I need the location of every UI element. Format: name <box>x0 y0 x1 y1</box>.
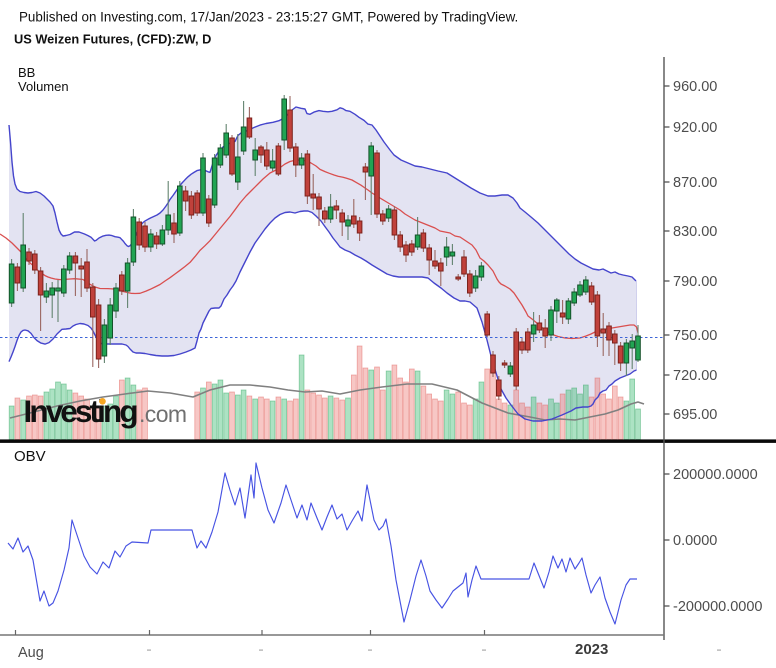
svg-text:Investing: Investing <box>24 393 138 429</box>
svg-text:.com: .com <box>139 401 186 427</box>
svg-text:720.00: 720.00 <box>673 368 717 384</box>
svg-text:920.00: 920.00 <box>673 120 717 136</box>
svg-text:870.00: 870.00 <box>673 175 717 191</box>
svg-text:OBV: OBV <box>14 448 46 465</box>
svg-text:790.00: 790.00 <box>673 274 717 290</box>
svg-text:2023: 2023 <box>575 641 608 658</box>
svg-text:Volumen: Volumen <box>18 79 69 94</box>
svg-text:960.00: 960.00 <box>673 79 717 95</box>
svg-text:-200000.0000: -200000.0000 <box>673 599 763 615</box>
svg-text:830.00: 830.00 <box>673 224 717 240</box>
svg-text:200000.0000: 200000.0000 <box>673 467 758 483</box>
svg-text:Aug: Aug <box>18 645 44 661</box>
svg-text:BB: BB <box>18 65 35 80</box>
svg-text:695.00: 695.00 <box>673 407 717 423</box>
svg-text:Published on Investing.com, 17: Published on Investing.com, 17/Jan/2023 … <box>19 10 518 25</box>
svg-text:0.0000: 0.0000 <box>673 533 717 549</box>
svg-text:US Weizen Futures, (CFD):ZW, D: US Weizen Futures, (CFD):ZW, D <box>14 32 211 47</box>
svg-text:750.00: 750.00 <box>673 328 717 344</box>
